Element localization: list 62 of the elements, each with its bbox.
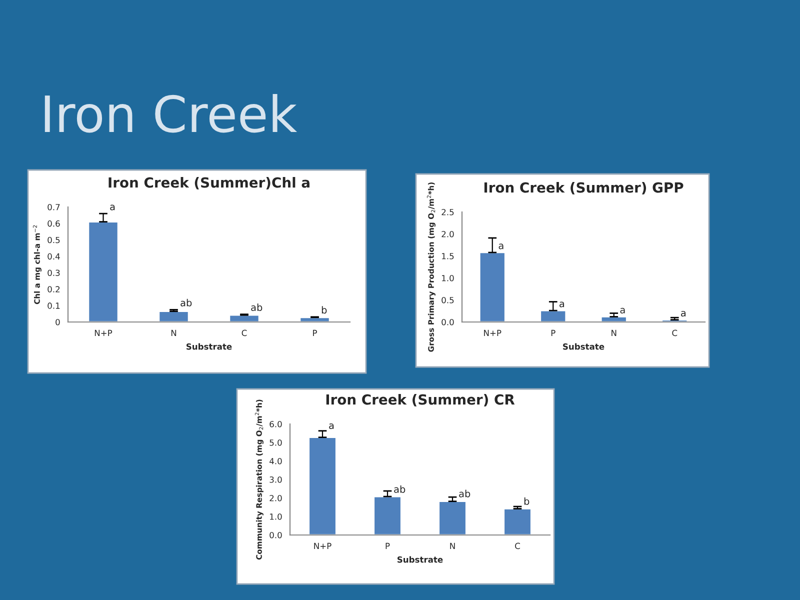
y-tick-label: 3.0 — [270, 476, 282, 483]
annotation: ab — [180, 298, 192, 306]
annotation: a — [681, 310, 686, 317]
text: Iron Creek — [44, 94, 298, 133]
annotation: ab — [394, 485, 406, 493]
bar — [540, 310, 567, 322]
x-axis-title: Substate — [563, 343, 604, 350]
y-tick-label: 0.0 — [442, 318, 454, 326]
bar — [308, 436, 337, 535]
x-tick-label: N — [450, 542, 455, 549]
x-tick-label: N — [171, 330, 176, 336]
annotation: a — [498, 244, 504, 250]
y-tick-label: 1.5 — [442, 253, 454, 260]
y-tick-label: 0.6 — [48, 220, 60, 227]
chart-title: Iron Creek (Summer) CR — [326, 394, 515, 406]
y-tick-label: 0.1 — [48, 302, 60, 309]
annotation: b — [524, 497, 530, 505]
x-tick-label: N — [612, 330, 616, 336]
x-axis-title: Substrate — [397, 556, 443, 563]
x-tick-label: P — [386, 542, 390, 549]
x-tick-label: C — [242, 330, 247, 336]
chart-title: Iron Creek (Summer) GPP — [484, 182, 684, 194]
bar — [438, 500, 467, 535]
annotation: a — [110, 204, 115, 210]
x-tick-label: P — [313, 330, 317, 336]
x-tick-label: N+P — [94, 330, 112, 336]
bar — [503, 508, 532, 535]
bar — [299, 316, 330, 322]
y-tick-label: 5.0 — [270, 439, 282, 446]
bar — [373, 496, 402, 535]
annotation: b — [322, 306, 327, 314]
y-tick-label: 0.2 — [48, 286, 60, 292]
x-tick-label: C — [515, 542, 520, 550]
x-tick-label: C — [672, 330, 678, 336]
y-tick-label: 4.0 — [270, 458, 282, 464]
x-tick-label: P — [551, 330, 556, 336]
x-tick-label: N+P — [484, 330, 502, 336]
y-tick-label: 1.0 — [270, 513, 282, 520]
annotation: ab — [251, 303, 262, 312]
bar — [88, 221, 119, 322]
annotation: a — [560, 302, 564, 308]
x-tick-label: N+P — [314, 542, 332, 549]
y-tick-label: 0.5 — [48, 236, 60, 244]
chart-title: Iron Creek (Summer)Chl a — [108, 177, 310, 190]
annotation: a — [620, 308, 625, 314]
y-tick-label: 1.0 — [442, 274, 454, 282]
y-tick-label: 2.0 — [442, 230, 454, 238]
y-tick-label: 0 — [56, 318, 60, 326]
y-tick-label: 0.0 — [270, 532, 282, 538]
annotation: a — [329, 423, 334, 430]
bar — [158, 310, 190, 322]
y-tick-label: 0.4 — [48, 253, 60, 260]
bar — [478, 252, 506, 322]
y-tick-label: 2.5 — [442, 208, 454, 216]
bar — [228, 314, 260, 322]
annotation: ab — [459, 490, 470, 498]
y-tick-label: 2.0 — [270, 494, 282, 502]
x-axis-title: Substrate — [186, 343, 232, 350]
y-tick-label: 6.0 — [270, 420, 282, 428]
y-tick-label: 0.3 — [48, 270, 60, 276]
y-tick-label: 0.7 — [48, 204, 60, 210]
y-tick-label: 0.5 — [442, 296, 454, 304]
